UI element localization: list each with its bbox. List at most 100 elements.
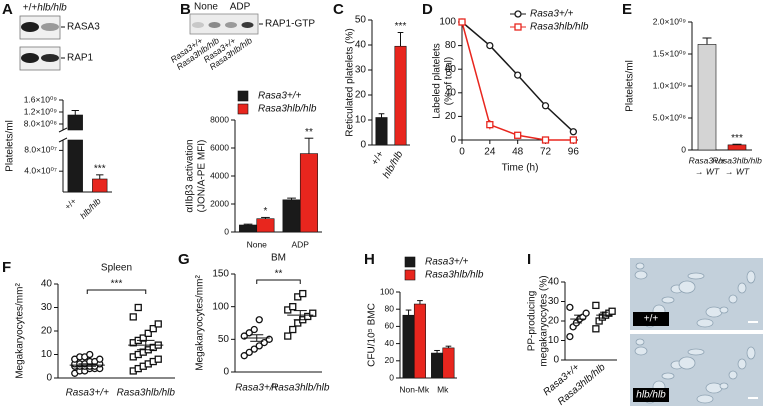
blot-band-label: RAP1 xyxy=(67,53,94,64)
y-tick-label: 40 xyxy=(41,279,53,290)
bar xyxy=(697,44,717,151)
blot-column-label: hlb/hlb xyxy=(37,3,67,14)
point xyxy=(514,131,522,139)
x-tick-label: → WT xyxy=(725,166,750,176)
x-tick-label: Rasa3+/+ xyxy=(235,383,279,394)
axis-break xyxy=(58,137,68,143)
micrograph-cell xyxy=(687,348,705,356)
x-tick-label: Rasa3hlb/hlb xyxy=(712,155,762,165)
y-tick-label: 100 xyxy=(380,286,394,296)
x-tick-label: Rasa3+/+ xyxy=(66,388,110,399)
micrograph-cell xyxy=(746,270,756,284)
point xyxy=(569,136,578,144)
y-tick-label: 40 xyxy=(445,87,457,98)
y-tick-label: 0 xyxy=(681,144,686,154)
legend-label: Rasa3hlb/hlb xyxy=(258,104,317,115)
point xyxy=(154,320,162,328)
bar xyxy=(402,314,415,379)
micrograph-cell xyxy=(737,282,747,294)
y-tick-label: 20 xyxy=(385,355,395,365)
y-axis-label: Reticulated platelets (%) xyxy=(345,28,356,136)
x-tick-label: None xyxy=(247,239,268,249)
y-tick-label: 1.2×10⁰⁹ xyxy=(24,106,58,116)
point xyxy=(250,325,258,334)
legend-label: Rasa3+/+ xyxy=(425,257,469,268)
x-tick-label: Mk xyxy=(437,384,449,394)
x-tick-label: Rasa3hlb/hlb xyxy=(117,388,176,399)
y-tick-label: 4.0×10⁰⁷ xyxy=(24,165,57,175)
y-tick-label: 0 xyxy=(46,373,52,384)
legend-marker xyxy=(514,23,522,31)
point xyxy=(569,128,578,136)
x-tick-label: 72 xyxy=(540,147,552,158)
y-axis-label: (JON/A-PE MFI) xyxy=(197,140,208,213)
y-tick-label: 20 xyxy=(548,316,560,327)
x-tick-label: hlb/hlb xyxy=(381,149,405,180)
micrograph-cell xyxy=(696,318,714,328)
y-axis-label: Megakaryocytes/mm² xyxy=(195,275,206,371)
micrograph-cell xyxy=(719,306,729,314)
micrograph-cell xyxy=(635,338,645,346)
significance: *** xyxy=(94,163,106,174)
significance: *** xyxy=(111,279,123,290)
blot-column-label: None xyxy=(194,2,218,13)
point xyxy=(265,335,273,343)
point xyxy=(289,325,297,334)
y-tick-label: 150 xyxy=(212,269,229,280)
y-tick-label: 60 xyxy=(445,64,457,75)
point xyxy=(582,309,590,317)
micrograph-cell xyxy=(634,270,648,280)
point xyxy=(289,303,297,311)
panel-letter: E xyxy=(622,1,632,18)
y-tick-label: 40 xyxy=(385,338,395,348)
bar xyxy=(413,303,426,379)
micrograph-cell xyxy=(728,370,738,380)
y-tick-label: 30 xyxy=(41,302,53,313)
bar xyxy=(375,117,388,146)
point xyxy=(240,352,248,360)
legend-label: Rasa3+/+ xyxy=(530,9,574,20)
blot-image xyxy=(189,13,259,35)
point xyxy=(541,136,550,144)
y-tick-label: 20 xyxy=(445,111,457,122)
panel-letter: H xyxy=(364,251,375,268)
y-tick-label: 8.0×10⁰⁸ xyxy=(24,118,58,128)
y-tick-label: 80 xyxy=(445,40,457,51)
bar xyxy=(67,114,83,131)
micrograph-cell xyxy=(635,262,645,270)
blot-band xyxy=(21,53,39,63)
x-axis-label: Time (h) xyxy=(502,163,539,174)
y-tick-label: 6000 xyxy=(210,142,229,152)
bar xyxy=(67,139,83,193)
blot-image xyxy=(19,15,61,40)
significance: ** xyxy=(275,269,283,280)
x-tick-label: hlb/hlb xyxy=(78,196,103,221)
bar xyxy=(92,178,108,193)
blot-column-label: ADP xyxy=(230,2,251,13)
micrograph-cell xyxy=(661,296,675,304)
y-tick-label: 100 xyxy=(439,17,456,28)
series-line xyxy=(461,21,574,141)
point xyxy=(250,345,258,353)
y-tick-label: 50 xyxy=(355,15,367,26)
blot-band xyxy=(208,22,221,28)
bar xyxy=(442,347,455,379)
point xyxy=(309,309,317,317)
y-tick-label: 2.0×10⁰⁹ xyxy=(653,16,687,26)
micrograph-cell xyxy=(678,356,696,370)
micrograph-cell xyxy=(737,358,747,370)
legend-swatch xyxy=(237,103,249,115)
point xyxy=(129,313,137,321)
point xyxy=(608,307,616,315)
image-label: +/+ xyxy=(644,314,659,325)
point xyxy=(86,350,94,359)
significance-bracket xyxy=(256,279,301,284)
blot-band xyxy=(41,54,59,62)
y-tick-label: 1.0×10⁰⁹ xyxy=(653,80,687,90)
legend-label: Rasa3hlb/hlb xyxy=(530,22,589,33)
blot-band xyxy=(41,23,59,31)
x-tick-label: +/+ xyxy=(62,196,78,212)
micrograph-cell xyxy=(728,294,738,304)
y-tick-label: 100 xyxy=(212,301,229,312)
